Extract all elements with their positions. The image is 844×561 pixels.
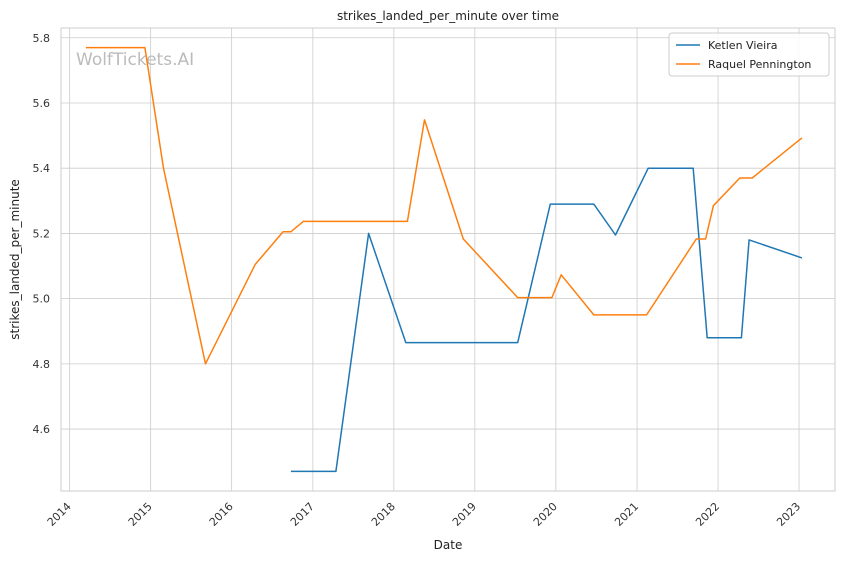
series-lines <box>85 46 803 473</box>
series-line-ketlen-vieira <box>290 167 803 473</box>
x-gridlines <box>69 28 800 491</box>
y-tick-labels: 4.6 4.8 5.0 5.2 5.4 5.6 5.8 <box>33 32 51 436</box>
x-tick-label: 2015 <box>126 500 155 529</box>
x-tick-labels: 2014 2015 2016 2017 2018 2019 2020 2021 2022 2023 <box>45 500 803 529</box>
legend-box <box>668 32 830 77</box>
plot-frame <box>60 27 836 492</box>
legend: Ketlen Vieira Raquel Pennington <box>668 32 830 77</box>
y-tick-label: 5.4 <box>33 162 51 175</box>
legend-label: Ketlen Vieira <box>708 39 777 52</box>
chart-title: strikes_landed_per_minute over time <box>337 9 559 23</box>
y-tick-label: 5.8 <box>33 32 51 45</box>
legend-label: Raquel Pennington <box>708 58 811 71</box>
y-tick-label: 4.8 <box>33 358 51 371</box>
series-line-raquel-pennington <box>85 46 803 365</box>
x-tick-label: 2017 <box>288 500 317 529</box>
y-tick-label: 5.6 <box>33 97 51 110</box>
x-tick-label: 2016 <box>207 500 236 529</box>
x-tick-label: 2021 <box>612 500 641 529</box>
y-tick-label: 4.6 <box>33 423 51 436</box>
x-axis-label: Date <box>434 538 463 552</box>
x-tick-label: 2020 <box>531 500 560 529</box>
watermark: WolfTickets.AI <box>76 50 194 70</box>
x-tick-label: 2023 <box>774 500 803 529</box>
y-gridlines <box>61 37 835 430</box>
y-axis-label: strikes_landed_per_minute <box>8 179 22 340</box>
x-tick-label: 2022 <box>693 500 722 529</box>
y-tick-label: 5.0 <box>33 293 51 306</box>
x-tick-label: 2018 <box>369 500 398 529</box>
x-tick-label: 2019 <box>450 500 479 529</box>
y-tick-label: 5.2 <box>33 227 51 240</box>
x-tick-label: 2014 <box>45 500 74 529</box>
